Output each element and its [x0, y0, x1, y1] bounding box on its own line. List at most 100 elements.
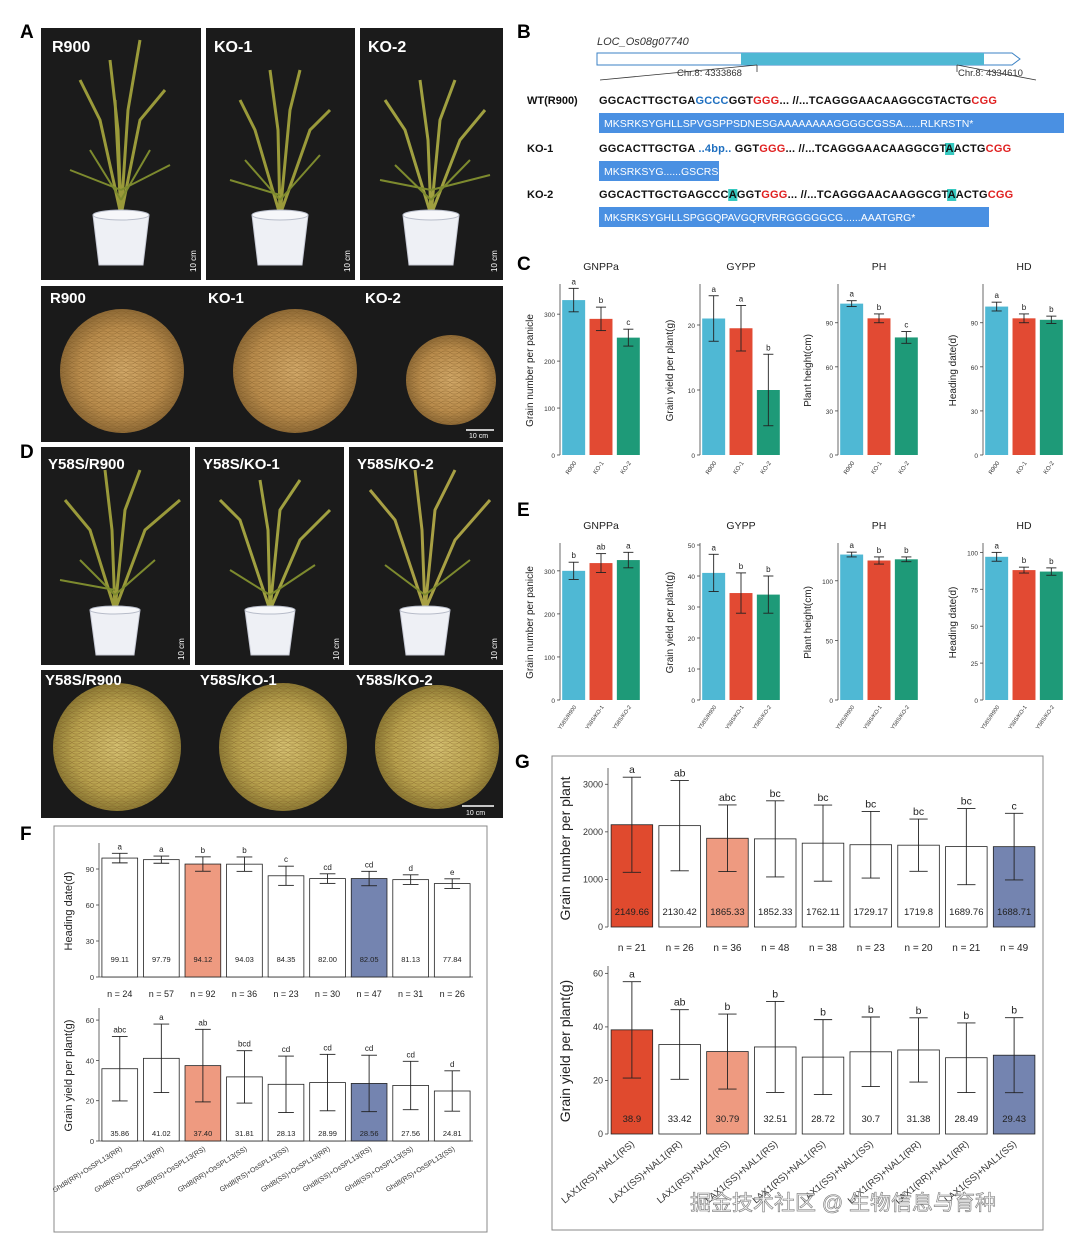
sequence-row-label: WT(R900)	[527, 95, 578, 107]
chart-title: GNPPa	[583, 520, 619, 532]
bar-value-label: 41.02	[152, 1129, 171, 1138]
dna-segment: CGG	[971, 95, 997, 107]
bar	[350, 878, 388, 978]
dna-segment: ... //...TCAGGGAACAAGGCGTACTG	[779, 95, 971, 107]
photo-label: R900	[52, 39, 90, 56]
y-tick-label: 10	[688, 667, 696, 674]
y-axis-label: Grain yield per plant(g)	[557, 980, 573, 1122]
chart-F2: 0 20 40 60 Grain yield per plant(g) abc 35.86 G…	[52, 1008, 473, 1194]
y-tick-label: 20	[593, 1075, 603, 1085]
x-tick-label: Ghd8(RR)+OsSPL13(SS)	[177, 1146, 249, 1194]
y-tick-label: 100	[967, 550, 978, 557]
significance-letter: b	[904, 546, 909, 555]
dna-segment: GGG	[759, 143, 785, 155]
sample-size-label: n = 26	[666, 943, 695, 954]
panel-b-gene-model: LOC_Os08g07740 Chr.8: 4333868 Chr.8: 433…	[596, 36, 1037, 81]
protein-sequence: MKSRKSYGHLLSPVGSPPSDNESGAAAAAAAAGGGGCGSS…	[604, 118, 973, 130]
chart-title: PH	[872, 520, 887, 532]
significance-letter: b	[963, 1010, 969, 1022]
x-tick-label: KO-2	[1043, 460, 1056, 475]
significance-letter: bc	[817, 792, 828, 804]
y-tick-label: 20	[688, 323, 696, 330]
dna-sequence: GGCACTTGCTGA ..4bp.. GGTGGG... //...TCAG…	[599, 143, 1011, 155]
x-tick-label: Y58S/R900	[980, 705, 1001, 731]
significance-letter: b	[1049, 557, 1054, 566]
sample-size-label: n = 49	[1000, 943, 1029, 954]
bar-value-label: 1719.8	[904, 907, 933, 918]
x-tick-label: R900	[565, 460, 579, 476]
bar-value-label: 38.9	[623, 1114, 642, 1125]
significance-letter: b	[201, 846, 206, 855]
y-tick-label: 0	[974, 453, 978, 460]
dna-segment: ... //...TCAGGGAACAAGGCGT	[786, 143, 947, 155]
bar	[729, 328, 753, 455]
sample-size-label: n = 47	[356, 989, 381, 999]
bar-value-label: 28.13	[277, 1129, 296, 1138]
significance-letter: cd	[365, 860, 373, 869]
scale-label: 10 cm	[490, 638, 499, 660]
y-axis-label: Grain yield per plant(g)	[63, 1020, 75, 1132]
x-tick-label: Y58S/KO-2	[890, 705, 911, 731]
sample-size-label: n = 23	[273, 989, 298, 999]
significance-letter: b	[599, 296, 604, 305]
dna-segment: GGG	[753, 95, 779, 107]
sample-size-label: n = 24	[107, 989, 132, 999]
protein-box	[599, 113, 1064, 133]
sample-size-label: n = 23	[857, 943, 886, 954]
bar-value-label: 1689.76	[949, 907, 983, 918]
y-tick-label: 30	[688, 605, 696, 612]
bar	[616, 337, 640, 455]
bar-value-label: 27.56	[401, 1129, 420, 1138]
bar	[840, 554, 864, 700]
x-tick-label: KO-1	[1016, 460, 1029, 475]
significance-letter: bc	[770, 788, 781, 800]
chart-E4: HD 0 25 50 75 100 Heading date(d) a Y58S/R900 b Y5…	[948, 520, 1063, 731]
bar-value-label: 81.13	[401, 955, 420, 964]
bar-value-label: 28.56	[360, 1129, 379, 1138]
panel-letter-g: G	[515, 752, 530, 773]
bar	[226, 863, 263, 978]
y-axis-label: Heading date(d)	[948, 335, 959, 407]
scale-label: 10 cm	[466, 810, 485, 817]
scale-label: 10 cm	[343, 250, 352, 272]
photo-label: KO-1	[214, 39, 252, 56]
significance-letter: d	[408, 864, 412, 873]
significance-letter: a	[629, 969, 635, 981]
bar-value-label: 1762.11	[806, 907, 840, 918]
significance-letter: a	[629, 764, 635, 776]
x-tick-label: R900	[988, 460, 1002, 476]
y-tick-label: 0	[598, 1129, 603, 1139]
significance-letter: b	[916, 1005, 922, 1017]
bar	[392, 879, 429, 978]
y-tick-label: 1000	[583, 874, 603, 884]
bar-value-label: 94.03	[235, 955, 254, 964]
significance-letter: a	[711, 285, 716, 294]
y-tick-label: 0	[90, 973, 94, 982]
y-tick-label: 50	[688, 543, 696, 550]
bar-value-label: 1852.33	[758, 907, 792, 918]
x-tick-label: KO-1	[733, 460, 746, 475]
significance-letter: b	[877, 303, 882, 312]
significance-letter: ab	[674, 997, 686, 1009]
significance-letter: ab	[597, 543, 606, 552]
dna-segment: GGG	[761, 189, 787, 201]
y-tick-label: 40	[688, 574, 696, 581]
protein-sequence: MKSRKSYG......GSCRSRT*	[604, 166, 736, 178]
y-axis-label: Heading date(d)	[63, 872, 75, 951]
chart-C3: PH 0 30 60 90 Plant height(cm) a R900 b KO-1 c KO-2	[803, 261, 918, 476]
chart-title: GNPPa	[583, 261, 619, 273]
dna-segment: ..4bp..	[698, 143, 731, 155]
bar-value-label: 30.79	[716, 1114, 740, 1125]
sample-size-label: n = 26	[440, 989, 465, 999]
significance-letter: d	[450, 1060, 454, 1069]
sample-size-label: n = 48	[761, 943, 790, 954]
significance-letter: c	[626, 318, 630, 327]
scale-label: 10 cm	[177, 638, 186, 660]
x-tick-label: Y58S/KO-1	[1008, 705, 1029, 731]
x-tick-label: Y58S/KO-1	[725, 705, 746, 731]
x-tick-label: R900	[843, 460, 857, 476]
significance-letter: a	[159, 1013, 164, 1022]
y-tick-label: 0	[598, 922, 603, 932]
significance-letter: e	[450, 868, 455, 877]
edited-base: A	[729, 189, 737, 201]
